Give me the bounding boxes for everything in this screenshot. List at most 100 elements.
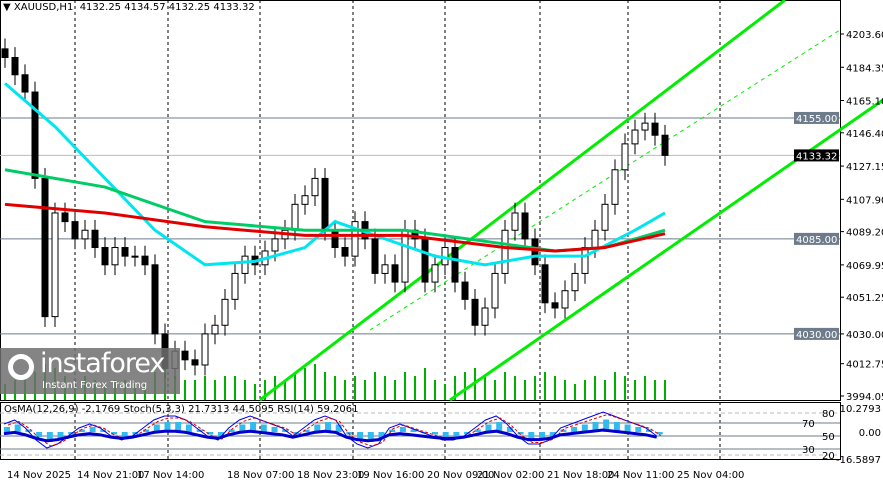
- symbol: XAUUSD,H1: [13, 2, 74, 13]
- osma-bar: [346, 432, 353, 435]
- rsi-line: [3, 428, 658, 443]
- current-price-label-bg: [794, 149, 839, 162]
- osma-bar: [410, 429, 417, 432]
- osma-bar: [121, 432, 128, 437]
- y-tick-label: 4165.10: [846, 97, 883, 108]
- instaforex-logo: instaforex Instant Forex Trading: [0, 348, 180, 394]
- osma-bar: [314, 424, 321, 432]
- candle: [651, 122, 659, 136]
- logo-tagline: Instant Forex Trading: [42, 380, 148, 391]
- candle: [481, 307, 489, 326]
- x-tick-label: 17 Nov 14:00: [137, 470, 204, 481]
- candle: [531, 238, 539, 266]
- candle: [491, 272, 499, 309]
- osma-bar: [656, 432, 663, 435]
- osma-bar: [421, 432, 428, 433]
- osma-bar: [175, 422, 182, 432]
- osma-bar: [549, 432, 556, 437]
- candle: [131, 255, 139, 258]
- candle: [661, 134, 669, 156]
- candle: [471, 298, 479, 326]
- osma-bar: [357, 432, 364, 440]
- candle: [61, 212, 69, 223]
- candle: [221, 298, 229, 326]
- x-tick-label: 14 Nov 21:00: [77, 470, 144, 481]
- osma-bar: [143, 429, 150, 432]
- osma-bar: [506, 427, 513, 432]
- level-label-bg: [794, 111, 839, 124]
- candle: [431, 264, 439, 283]
- candle: [291, 203, 299, 231]
- candle: [321, 177, 329, 231]
- osma-bar: [528, 432, 535, 440]
- osma-bar: [378, 432, 385, 440]
- candle: [241, 255, 249, 274]
- osma-bar: [207, 432, 214, 435]
- x-tick-label: 18 Nov 07:00: [227, 470, 294, 481]
- x-tick-label: 18 Nov 23:00: [297, 470, 364, 481]
- indicator-title: OsMA(12,26,9) -2.1769 Stoch(5,3,3) 21.73…: [4, 404, 359, 415]
- candle: [151, 264, 159, 335]
- moving-average-line: [4, 82, 666, 267]
- candle: [31, 91, 39, 179]
- candle: [351, 221, 359, 257]
- candle: [1, 48, 9, 58]
- osma-bar: [271, 427, 278, 432]
- candle: [101, 247, 109, 266]
- osma-bar: [4, 427, 10, 432]
- ohlc-open: 4132.25: [79, 2, 122, 13]
- candle: [461, 281, 469, 300]
- level-label: 4030.00: [796, 330, 837, 341]
- osma-bar: [485, 424, 492, 432]
- osma-bar: [303, 429, 310, 432]
- x-tick-label: 20 Nov 09:00: [427, 470, 494, 481]
- candle: [271, 238, 279, 252]
- candle: [421, 238, 429, 283]
- osma-bar: [399, 427, 406, 432]
- x-tick-label: 14 Nov 2025: [7, 470, 71, 481]
- osma-bar: [432, 432, 438, 435]
- candle: [311, 177, 319, 197]
- candle: [561, 290, 569, 309]
- indicator-level-label: 20: [822, 451, 835, 462]
- candle: [501, 229, 509, 274]
- candle: [21, 74, 29, 93]
- candle: [621, 143, 629, 171]
- osma-bar: [89, 427, 96, 432]
- channel-upper-line: [259, 0, 786, 402]
- candle: [71, 221, 79, 240]
- osma-bar: [57, 432, 64, 440]
- osma-bar: [496, 422, 503, 432]
- osma-bar: [14, 424, 21, 432]
- y-tick-label: 4146.40: [846, 129, 883, 140]
- y-tick-label: 4069.95: [846, 261, 883, 272]
- x-tick-label: 21 Nov 18:00: [547, 470, 614, 481]
- osma-bar: [539, 432, 545, 440]
- y-tick-label: 4107.90: [846, 195, 883, 206]
- candle: [601, 203, 609, 231]
- x-tick-label: 19 Nov 16:00: [357, 470, 424, 481]
- osma-bar: [635, 427, 642, 432]
- candle: [191, 359, 199, 366]
- osma-bar: [624, 424, 631, 432]
- candle: [391, 264, 399, 283]
- osma-bar: [111, 432, 117, 435]
- osma-bar: [613, 422, 620, 432]
- candle: [201, 333, 209, 366]
- candle: [611, 169, 619, 205]
- candle: [581, 247, 589, 274]
- osma-bar: [453, 432, 460, 437]
- candle: [381, 264, 389, 274]
- candle: [121, 247, 129, 257]
- y-tick-label: 4203.60: [846, 30, 883, 41]
- candle: [591, 229, 599, 249]
- indicator-level-label: 50: [822, 432, 835, 443]
- ohlc-high: 4134.57: [124, 2, 166, 13]
- stoch-signal-line: [7, 413, 661, 447]
- moving-average-line: [4, 202, 666, 253]
- x-tick-label: 21 Nov 02:00: [477, 470, 544, 481]
- ohlc-close: 4133.32: [213, 2, 255, 13]
- y-tick-label: 4012.75: [846, 360, 883, 371]
- main-pane-frame: [0, 0, 841, 401]
